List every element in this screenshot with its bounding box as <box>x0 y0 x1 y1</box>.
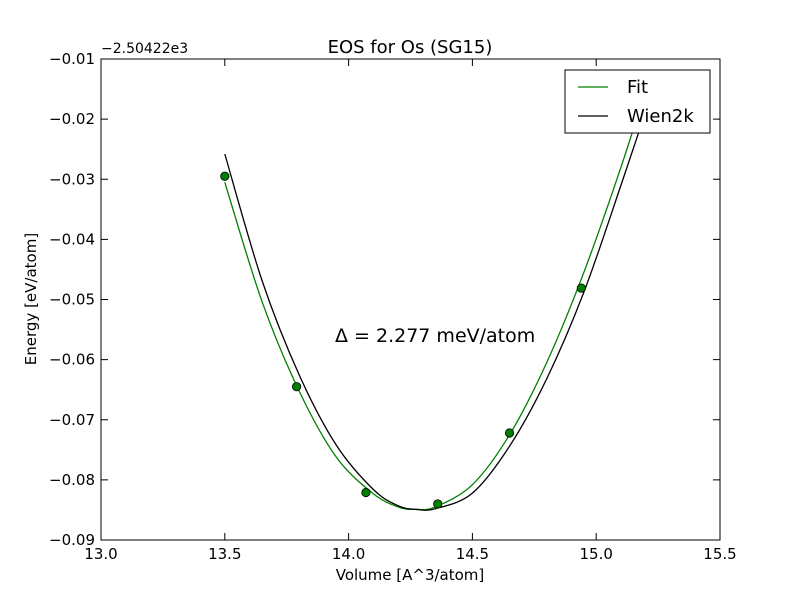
legend-fit-label: Fit <box>627 77 648 98</box>
data-point <box>220 171 230 181</box>
x-tick-label: 13.5 <box>208 545 241 563</box>
y-tick-label: −0.03 <box>49 170 95 188</box>
data-point <box>504 428 515 438</box>
chart-title: EOS for Os (SG15) <box>328 37 493 58</box>
y-offset-label: −2.50422e3 <box>101 41 188 57</box>
x-tick-label: 15.5 <box>703 545 736 563</box>
y-tick-label: −0.01 <box>49 50 95 68</box>
legend-box <box>564 69 711 134</box>
x-tick-label: 14.0 <box>332 545 365 563</box>
delta-annotation: Δ = 2.277 meV/atom <box>335 325 535 347</box>
data-point <box>292 382 302 392</box>
x-tick-label: 14.5 <box>456 545 489 563</box>
y-tick-label: −0.04 <box>49 230 95 248</box>
series-line-fit <box>224 73 652 511</box>
x-tick-label: 13.0 <box>84 545 117 563</box>
data-point <box>576 283 586 293</box>
x-axis-label: Volume [A^3/atom] <box>336 566 485 584</box>
y-tick-label: −0.06 <box>49 351 95 369</box>
series-line-wien2k <box>224 73 659 511</box>
data-point <box>433 499 443 509</box>
axis-ticks: 13.0 13.5 14.0 14.5 15.0 15.5 −0.01 −0.02 −0.03 −… <box>49 50 737 563</box>
y-tick-label: −0.02 <box>49 110 95 128</box>
y-tick-label: −0.09 <box>49 531 95 549</box>
legend-wien2k-label: Wien2k <box>627 106 694 127</box>
y-axis-label: Energy [eV/atom] <box>22 233 40 365</box>
y-tick-label: −0.05 <box>49 291 95 309</box>
plot-area <box>220 73 659 511</box>
legend: Fit Wien2k <box>564 69 711 134</box>
y-tick-label: −0.08 <box>49 471 95 489</box>
plot-frame <box>100 58 721 541</box>
x-tick-label: 15.0 <box>579 545 612 563</box>
data-point <box>361 487 371 498</box>
y-tick-label: −0.07 <box>49 411 95 429</box>
